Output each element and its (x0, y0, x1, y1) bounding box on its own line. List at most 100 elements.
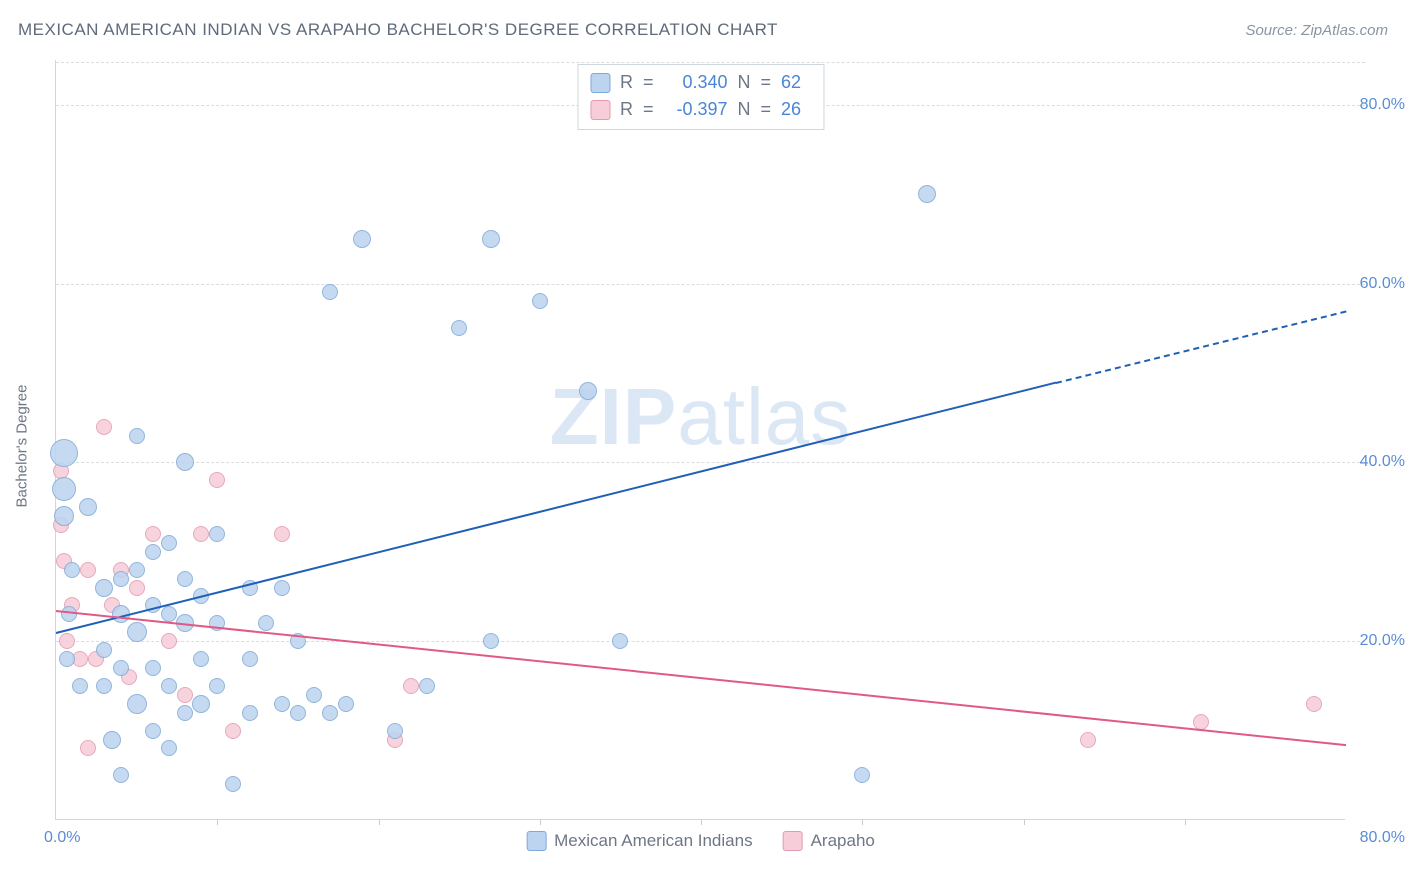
data-point-series1 (209, 678, 225, 694)
series2-swatch (590, 100, 610, 120)
plot-area: ZIPatlas R = 0.340 N = 62 R = -0.397 N =… (55, 60, 1345, 820)
chart-title: MEXICAN AMERICAN INDIAN VS ARAPAHO BACHE… (18, 20, 778, 40)
data-point-series1 (161, 740, 177, 756)
x-tick (1185, 819, 1186, 825)
series1-swatch (526, 831, 546, 851)
data-point-series1 (483, 633, 499, 649)
correlation-chart: MEXICAN AMERICAN INDIAN VS ARAPAHO BACHE… (0, 0, 1406, 892)
data-point-series1 (161, 606, 177, 622)
data-point-series1 (532, 293, 548, 309)
data-point-series1 (52, 477, 76, 501)
data-point-series2 (1080, 732, 1096, 748)
series1-swatch (590, 73, 610, 93)
data-point-series1 (274, 580, 290, 596)
data-point-series2 (161, 633, 177, 649)
data-point-series2 (193, 526, 209, 542)
title-bar: MEXICAN AMERICAN INDIAN VS ARAPAHO BACHE… (18, 20, 1388, 40)
x-tick (540, 819, 541, 825)
data-point-series1 (209, 526, 225, 542)
source-attribution: Source: ZipAtlas.com (1245, 22, 1388, 39)
data-point-series1 (96, 678, 112, 694)
data-point-series1 (177, 571, 193, 587)
gridline (56, 62, 1365, 63)
r-label: R (620, 69, 633, 96)
data-point-series2 (1193, 714, 1209, 730)
data-point-series1 (129, 428, 145, 444)
data-point-series1 (258, 615, 274, 631)
legend-item: Arapaho (783, 831, 875, 851)
data-point-series1 (612, 633, 628, 649)
data-point-series1 (579, 382, 597, 400)
data-point-series1 (242, 651, 258, 667)
series1-label: Mexican American Indians (554, 831, 752, 851)
x-tick (379, 819, 380, 825)
y-axis-title: Bachelor's Degree (14, 385, 31, 508)
data-point-series1 (127, 694, 147, 714)
r-label: R (620, 96, 633, 123)
x-axis-min-label: 0.0% (44, 829, 80, 847)
data-point-series1 (918, 185, 936, 203)
x-tick (217, 819, 218, 825)
gridline (56, 284, 1365, 285)
x-tick (1024, 819, 1025, 825)
data-point-series1 (113, 767, 129, 783)
data-point-series1 (129, 562, 145, 578)
data-point-series1 (306, 687, 322, 703)
data-point-series1 (161, 535, 177, 551)
data-point-series1 (64, 562, 80, 578)
data-point-series2 (1306, 696, 1322, 712)
n-label: N (738, 96, 751, 123)
data-point-series1 (322, 284, 338, 300)
data-point-series1 (96, 642, 112, 658)
trendline-series2 (56, 610, 1346, 746)
data-point-series2 (145, 526, 161, 542)
data-point-series1 (225, 776, 241, 792)
data-point-series1 (353, 230, 371, 248)
legend-series: Mexican American Indians Arapaho (526, 831, 875, 851)
data-point-series1 (482, 230, 500, 248)
legend-item: Mexican American Indians (526, 831, 752, 851)
data-point-series1 (103, 731, 121, 749)
data-point-series2 (177, 687, 193, 703)
y-tick-label: 60.0% (1360, 275, 1405, 293)
x-tick (862, 819, 863, 825)
data-point-series1 (113, 571, 129, 587)
series2-swatch (783, 831, 803, 851)
gridline (56, 641, 1365, 642)
data-point-series1 (145, 544, 161, 560)
y-tick-label: 40.0% (1360, 453, 1405, 471)
y-tick-label: 20.0% (1360, 632, 1405, 650)
x-tick (701, 819, 702, 825)
data-point-series1 (177, 705, 193, 721)
n-value: 26 (781, 96, 811, 123)
watermark-bold: ZIP (550, 372, 677, 461)
data-point-series2 (225, 723, 241, 739)
data-point-series1 (419, 678, 435, 694)
legend-stats: R = 0.340 N = 62 R = -0.397 N = 26 (577, 64, 824, 130)
data-point-series1 (145, 723, 161, 739)
data-point-series1 (338, 696, 354, 712)
legend-stats-row: R = -0.397 N = 26 (590, 96, 811, 123)
data-point-series1 (145, 660, 161, 676)
data-point-series2 (96, 419, 112, 435)
data-point-series1 (50, 439, 78, 467)
data-point-series1 (854, 767, 870, 783)
legend-stats-row: R = 0.340 N = 62 (590, 69, 811, 96)
x-axis-max-label: 80.0% (1360, 829, 1405, 847)
data-point-series1 (242, 705, 258, 721)
data-point-series1 (387, 723, 403, 739)
data-point-series1 (274, 696, 290, 712)
series2-label: Arapaho (811, 831, 875, 851)
data-point-series1 (176, 453, 194, 471)
data-point-series2 (209, 472, 225, 488)
data-point-series2 (129, 580, 145, 596)
data-point-series1 (79, 498, 97, 516)
data-point-series1 (127, 622, 147, 642)
trendline-series1-extrapolated (1056, 310, 1347, 383)
data-point-series1 (95, 579, 113, 597)
data-point-series2 (80, 740, 96, 756)
data-point-series1 (192, 695, 210, 713)
y-tick-label: 80.0% (1360, 96, 1405, 114)
data-point-series1 (161, 678, 177, 694)
data-point-series2 (403, 678, 419, 694)
